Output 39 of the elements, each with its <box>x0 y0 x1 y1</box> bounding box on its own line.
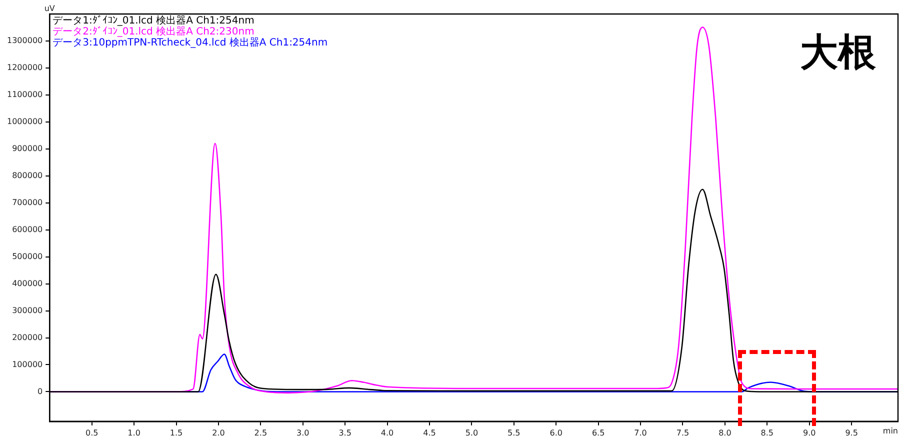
x-tick-label: 9.0 <box>802 428 816 438</box>
x-tick-label: 6.5 <box>592 428 605 438</box>
y-tick-label: 200000 <box>12 332 43 342</box>
y-tick-label: 500000 <box>12 252 43 261</box>
y-tick-label: 100000 <box>12 360 43 369</box>
y-tick-label: 1100000 <box>6 90 43 100</box>
x-axis-title: min <box>882 426 898 436</box>
y-tick-label: 600000 <box>12 224 43 234</box>
x-tick-label: 3.0 <box>296 428 310 438</box>
y-tick-label: 300000 <box>12 306 43 315</box>
x-tick-label: 1.5 <box>170 428 183 438</box>
x-tick-label: 1.0 <box>128 428 140 438</box>
x-tick-label: 5.5 <box>508 428 520 438</box>
x-tick-label: 8.5 <box>760 428 774 438</box>
annotation: 大根 <box>800 30 877 74</box>
x-tick-label: 9.5 <box>845 428 858 438</box>
text: データ2:ﾀﾞｲｺﾝ_01.lcd 検出器A Ch2:230nm <box>52 26 254 38</box>
y-tick-label: 1000000 <box>6 117 43 126</box>
y-axis-title: uV <box>44 4 56 14</box>
y-tick-label: 800000 <box>12 170 43 180</box>
y-tick-label: 700000 <box>12 198 43 207</box>
x-tick-label: 6.0 <box>550 428 562 438</box>
y-tick-label: 900000 <box>12 144 43 153</box>
x-tick-label: 5.0 <box>465 428 478 438</box>
x-tick-label: 3.5 <box>338 428 352 438</box>
text: データ1:ﾀﾞｲｺﾝ_01.lcd 検出器A Ch1:254nm <box>52 14 254 27</box>
text: データ3:10ppmTPN-RTcheck_04.lcd 検出器A Ch1:254nm <box>52 36 328 49</box>
x-tick-label: 2.0 <box>212 428 225 438</box>
y-tick-label: 1300000 <box>6 36 43 46</box>
y-tick-label: 400000 <box>12 278 43 288</box>
x-tick-label: 7.0 <box>634 428 647 438</box>
x-tick-label: 8.0 <box>718 428 732 438</box>
x-tick-label: 2.5 <box>254 428 268 438</box>
x-tick-label: 4.5 <box>423 428 436 438</box>
y-tick-label: 1200000 <box>6 63 43 72</box>
x-tick-label: 7.5 <box>676 428 690 438</box>
x-tick-label: 0.5 <box>85 428 98 438</box>
x-tick-label: 4.0 <box>380 428 394 438</box>
y-tick-label: 0 <box>38 386 43 396</box>
